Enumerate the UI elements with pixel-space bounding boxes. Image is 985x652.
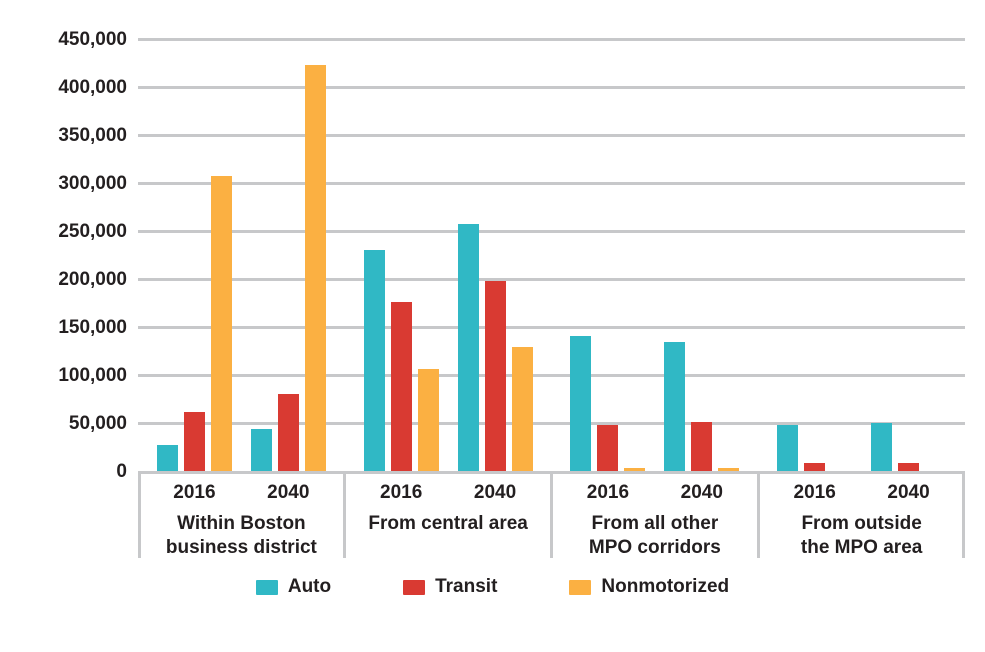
year-label: 2040 xyxy=(680,482,723,503)
cluster-from-central-area-2016 xyxy=(363,250,439,471)
cluster-from-outside-the-mpo-area-2016 xyxy=(777,424,852,471)
bar-transit-2016 xyxy=(183,412,205,471)
gridline xyxy=(138,133,965,137)
year-label: 2040 xyxy=(473,482,517,503)
gridline xyxy=(138,85,965,89)
bar-nonmotorized-2016 xyxy=(210,176,232,471)
year-row: 2016 2040 xyxy=(345,482,552,504)
bar-transit-2040 xyxy=(484,280,506,471)
legend-label: Transit xyxy=(435,576,498,597)
cluster-within-boston-business-district-2040 xyxy=(250,64,326,471)
category-divider xyxy=(138,471,141,558)
category-group-from-central-area: 2016 2040 From central area xyxy=(345,474,552,536)
group-label: From central area xyxy=(368,513,528,534)
legend-item-transit: Transit xyxy=(403,576,497,598)
legend-swatch-nonmotorized xyxy=(569,579,592,595)
gridline xyxy=(138,373,965,377)
group-label: Within Boston business district xyxy=(165,513,317,558)
year-label: 2040 xyxy=(267,482,310,503)
gridline xyxy=(138,277,965,281)
category-group-from-outside-the-mpo-area: 2016 2040 From outside the MPO area xyxy=(758,474,965,560)
legend: Auto Transit Nonmotorized xyxy=(0,576,985,598)
bar-transit-2040 xyxy=(691,422,713,471)
bar-auto-2016 xyxy=(363,250,385,471)
cluster-within-boston-business-district-2016 xyxy=(156,176,232,471)
year-label: 2040 xyxy=(887,482,930,503)
category-group-from-all-other-mpo-corridors: 2016 2040 From all other MPO corridors xyxy=(552,474,759,560)
bar-nonmotorized-2040 xyxy=(304,64,326,471)
bar-auto-2040 xyxy=(250,428,272,471)
gridline xyxy=(138,421,965,425)
legend-swatch-transit xyxy=(403,579,426,595)
gridline xyxy=(138,229,965,233)
year-label: 2016 xyxy=(586,482,630,503)
group-label: From all other MPO corridors xyxy=(588,513,721,558)
year-row: 2016 2040 xyxy=(552,482,759,504)
bar-transit-2016 xyxy=(597,424,619,471)
y-tick-label: 50,000 xyxy=(68,413,127,434)
bar-auto-2016 xyxy=(570,335,592,471)
cluster-from-central-area-2040 xyxy=(457,224,533,471)
gridline xyxy=(138,37,965,41)
cluster-from-outside-the-mpo-area-2040 xyxy=(871,423,946,471)
group-from-outside-the-mpo-area xyxy=(758,39,965,471)
cluster-from-all-other-mpo-corridors-2016 xyxy=(570,335,646,471)
year-label: 2016 xyxy=(793,482,836,503)
bar-auto-2016 xyxy=(777,424,799,471)
group-from-central-area xyxy=(345,39,552,471)
year-label: 2016 xyxy=(380,482,423,503)
gridline xyxy=(138,325,965,329)
category-group-within-boston-business-district: 2016 2040 Within Boston business district xyxy=(138,474,345,560)
bar-transit-2016 xyxy=(804,463,826,471)
year-label: 2016 xyxy=(173,482,216,503)
y-tick-label: 200,000 xyxy=(58,269,127,290)
group-within-boston-business-district xyxy=(138,39,345,471)
y-axis: 0 50,000 100,000 150,000 200,000 250,000 300,0… xyxy=(0,0,127,652)
y-tick-label: 250,000 xyxy=(58,221,127,242)
y-tick-label: 0 xyxy=(116,461,127,482)
cluster-from-all-other-mpo-corridors-2040 xyxy=(664,342,740,471)
legend-label: Nonmotorized xyxy=(601,576,730,597)
bar-transit-2040 xyxy=(898,463,920,471)
group-label: From outside the MPO area xyxy=(800,513,923,558)
bar-auto-2040 xyxy=(871,423,893,471)
legend-swatch-auto xyxy=(255,579,278,595)
category-axis: 2016 2040 Within Boston business district 20… xyxy=(138,471,965,558)
y-tick-label: 100,000 xyxy=(58,365,127,386)
y-tick-label: 450,000 xyxy=(58,29,127,50)
bar-auto-2040 xyxy=(457,224,479,471)
y-tick-label: 300,000 xyxy=(58,173,127,194)
legend-label: Auto xyxy=(287,576,332,597)
bar-transit-2016 xyxy=(390,302,412,471)
category-divider xyxy=(756,471,760,558)
group-from-all-other-mpo-corridors xyxy=(552,39,759,471)
bar-nonmotorized-2040 xyxy=(718,468,740,471)
bar-nonmotorized-2040 xyxy=(511,347,533,471)
y-tick-label: 150,000 xyxy=(58,317,127,338)
legend-item-auto: Auto xyxy=(255,576,332,598)
bar-nonmotorized-2016 xyxy=(624,468,646,471)
category-divider xyxy=(962,471,965,558)
year-row: 2016 2040 xyxy=(138,482,345,504)
bar-nonmotorized-2016 xyxy=(417,369,439,471)
category-divider xyxy=(550,471,553,558)
bar-auto-2040 xyxy=(664,342,686,471)
bar-transit-2040 xyxy=(277,394,299,471)
gridline xyxy=(138,181,965,185)
legend-item-nonmotorized: Nonmotorized xyxy=(569,576,729,598)
category-divider xyxy=(343,471,347,558)
y-tick-label: 350,000 xyxy=(58,125,127,146)
y-tick-label: 400,000 xyxy=(58,77,127,98)
bar-auto-2016 xyxy=(156,445,178,471)
plot-area xyxy=(138,37,965,471)
year-row: 2016 2040 xyxy=(758,482,965,504)
